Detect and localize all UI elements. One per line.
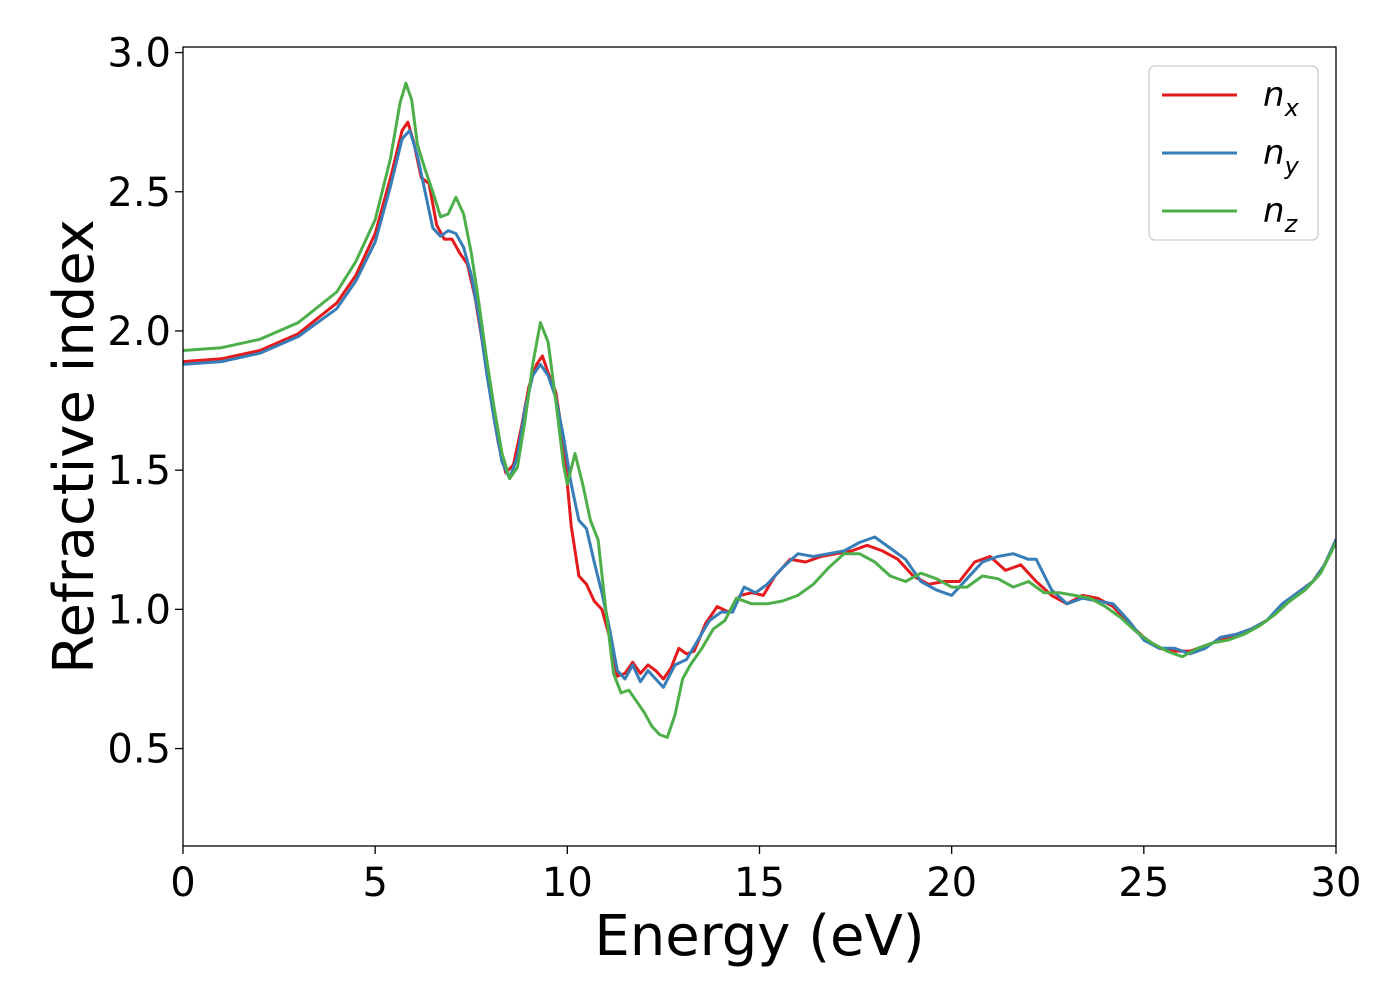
series-line-nz — [183, 81, 1336, 739]
y-tick-label: 1.5 — [107, 448, 171, 494]
y-tick-label: 2.0 — [107, 309, 171, 355]
series-layer — [183, 81, 1336, 739]
legend-label-ny: ny — [1263, 133, 1300, 180]
y-tick-label: 1.0 — [107, 587, 171, 633]
x-axis-title: Energy (eV) — [594, 904, 924, 969]
x-tick-label: 20 — [926, 860, 977, 906]
x-tick-label: 5 — [362, 860, 387, 906]
y-tick-label: 3.0 — [107, 31, 171, 77]
series-line-ny — [183, 129, 1336, 689]
x-tick-label: 10 — [542, 860, 593, 906]
x-tick-label: 0 — [170, 860, 195, 906]
legend-label-nz: nz — [1263, 191, 1299, 238]
legend-label-nx: nx — [1263, 75, 1300, 122]
y-tick-label: 2.5 — [107, 170, 171, 216]
series-line-nx — [183, 120, 1336, 681]
legend: nx ny nz — [1148, 65, 1319, 241]
x-tick-label: 30 — [1311, 860, 1362, 906]
x-tick-label: 15 — [734, 860, 785, 906]
y-axis-title: Refractive index — [42, 219, 107, 674]
y-tick-label: 0.5 — [107, 727, 171, 773]
axes-layer: 0 5 10 15 20 25 30 0.5 1.0 1.5 2.0 2.5 3.0 — [107, 31, 1361, 906]
x-tick-label: 25 — [1118, 860, 1169, 906]
